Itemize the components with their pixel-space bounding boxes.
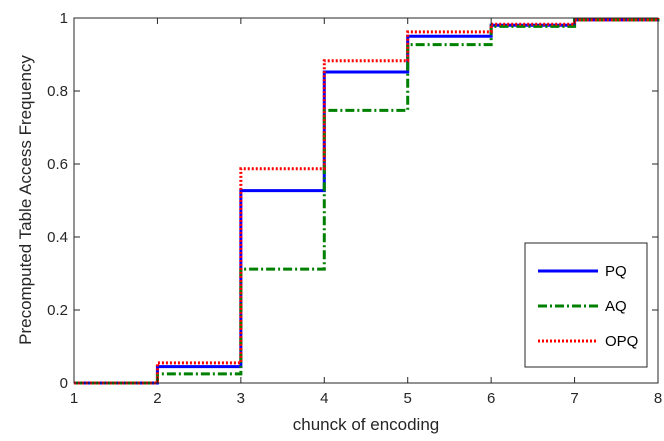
x-tick-label: 6 [487, 390, 495, 407]
legend-label-opq: OPQ [605, 333, 638, 350]
x-tick-label: 1 [70, 390, 78, 407]
x-tick-label: 7 [570, 390, 578, 407]
series-line-aq [74, 18, 660, 385]
x-tick-label: 4 [320, 390, 328, 407]
y-tick-label: 0.2 [47, 302, 68, 319]
legend-label-aq: AQ [605, 298, 627, 315]
y-tick-label: 0 [60, 375, 68, 392]
series-line-opq [74, 18, 660, 385]
legend: PQ AQ OPQ [524, 242, 648, 368]
y-axis-label: Precomputed Table Access Frequency [16, 55, 35, 345]
y-tick-label: 0.6 [47, 156, 68, 173]
y-tick-label: 0.8 [47, 83, 68, 100]
y-tick-label: 0.4 [47, 229, 68, 246]
axes-layer [73, 17, 659, 384]
x-tick-label: 2 [153, 390, 161, 407]
legend-label-pq: PQ [605, 263, 627, 280]
x-tick-label: 8 [654, 390, 662, 407]
y-tick-label: 1 [60, 10, 68, 27]
axes-box [73, 17, 659, 384]
x-tick-label: 5 [404, 390, 412, 407]
x-tick-label: 3 [237, 390, 245, 407]
x-axis-label: chunck of encoding [293, 415, 440, 434]
ticks-layer: 1 2 3 4 5 6 7 8 0 0.2 0.4 0.6 0.8 1 [47, 10, 662, 407]
